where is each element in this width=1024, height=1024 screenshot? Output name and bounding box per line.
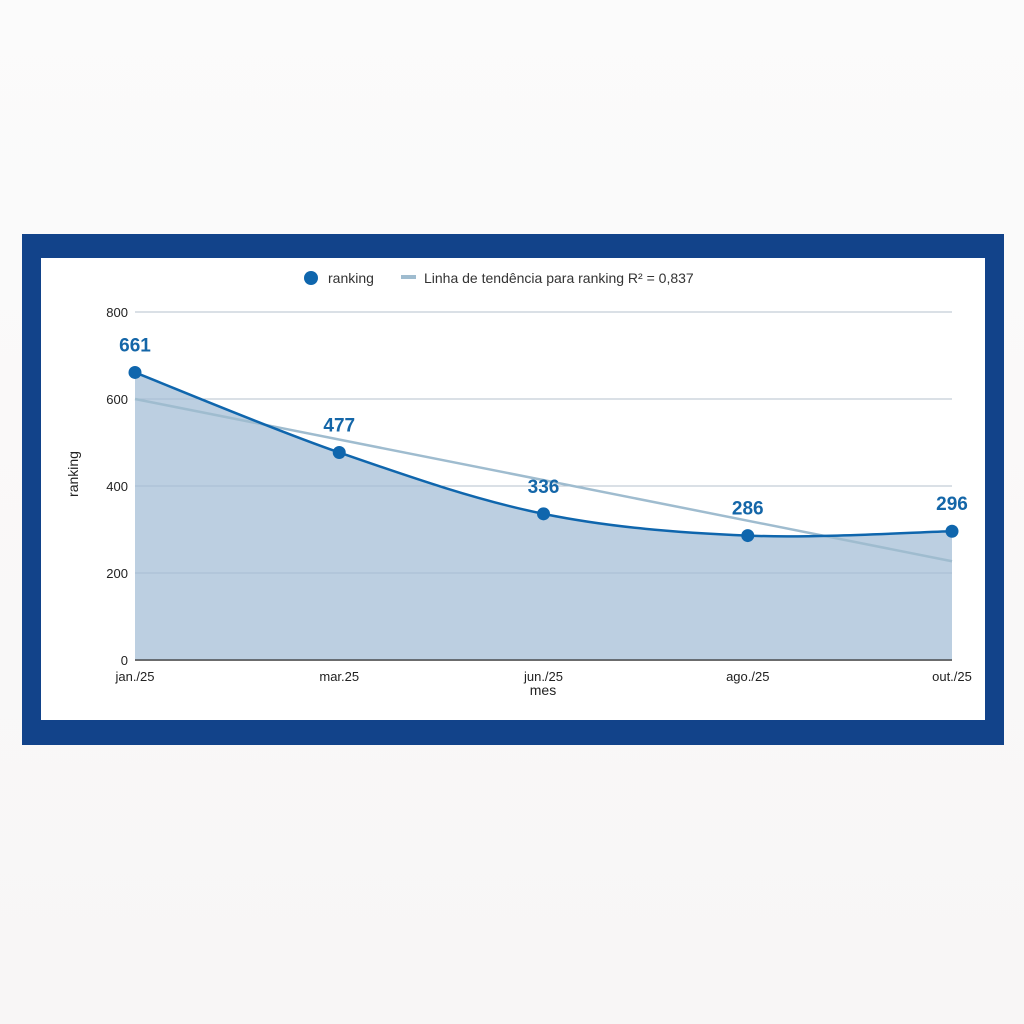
legend-trend-label: Linha de tendência para ranking R² = 0,8… [424,270,694,286]
data-label: 661 [119,335,151,356]
data-label: 477 [323,416,355,437]
y-axis-title: ranking [65,451,81,497]
line-chart: 0 200 400 600 800 jan./25 mar.25 jun./25 ago./2… [65,270,972,698]
chart-panel: 0 200 400 600 800 jan./25 mar.25 jun./25 ago./2… [41,258,985,720]
ranking-point [945,524,959,538]
x-tick-label: ago./25 [726,669,769,684]
y-tick-label: 0 [121,653,128,668]
series-layer [128,365,959,543]
y-tick-label: 200 [106,566,128,581]
x-tick-label: jan./25 [114,669,154,684]
data-label: 286 [732,499,764,520]
chart-frame: 0 200 400 600 800 jan./25 mar.25 jun./25 ago./2… [22,234,1004,745]
ranking-point [741,529,755,543]
ranking-point [332,446,346,460]
ranking-point [128,365,142,379]
y-tick-label: 400 [106,479,128,494]
x-tick-label: jun./25 [523,669,563,684]
legend: ranking Linha de tendência para ranking … [304,270,694,286]
data-label: 336 [528,477,560,498]
x-axis-title: mes [530,682,556,698]
x-tick-label: mar.25 [319,669,359,684]
x-tick-label: out./25 [932,669,972,684]
y-tick-label: 600 [106,392,128,407]
ranking-point [537,507,550,521]
legend-ranking-label: ranking [328,270,374,286]
y-axis-ticks: 0 200 400 600 800 [106,305,128,668]
data-labels: 661 477 336 286 296 [119,335,968,519]
legend-ranking-marker [304,271,318,285]
data-label: 296 [936,494,968,515]
y-tick-label: 800 [106,305,128,320]
x-axis-ticks: jan./25 mar.25 jun./25 ago./25 out./25 [114,669,971,684]
